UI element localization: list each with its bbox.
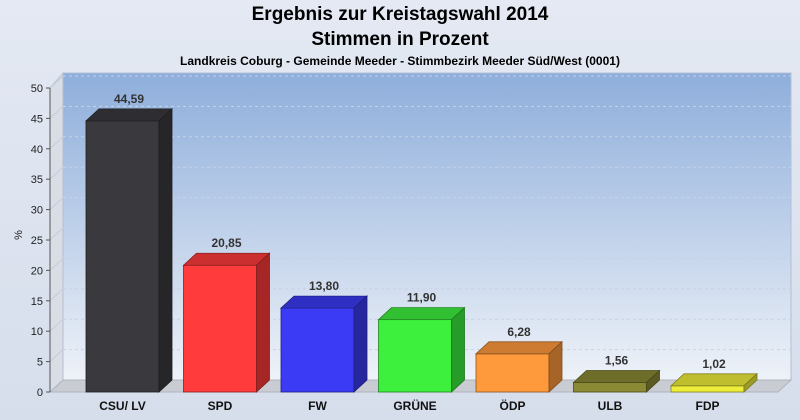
data-label: 6,28	[507, 325, 531, 339]
gridline-side	[49, 166, 64, 180]
y-tick-label: 30	[31, 205, 43, 217]
bar-side	[548, 340, 563, 393]
gridline-side	[49, 197, 64, 210]
bar	[85, 120, 160, 393]
data-label: 11,90	[407, 291, 437, 305]
y-tick-label: 0	[37, 387, 43, 399]
y-tick-label: 20	[31, 265, 43, 277]
gridline-side	[49, 349, 64, 362]
bar-side	[646, 369, 660, 393]
x-tick-label: FW	[308, 399, 327, 413]
bar-group: 44,59 CSU/ LV	[84, 92, 174, 413]
chart-title: Ergebnis zur Kreistagswahl 2014	[251, 4, 549, 25]
bar	[475, 353, 550, 393]
bar-top	[572, 370, 661, 383]
x-tick-label: ULB	[598, 399, 623, 413]
data-label: 13,80	[309, 279, 339, 293]
y-tick-label: 45	[31, 113, 43, 125]
chart-district: Landkreis Coburg - Gemeinde Meeder - Sti…	[180, 54, 620, 68]
bar	[183, 264, 257, 393]
bar-group: 6,28 ÖDP	[474, 325, 564, 413]
x-tick-label: FDP	[696, 399, 720, 413]
bar-side	[451, 306, 465, 393]
y-tick-label: 50	[31, 83, 43, 95]
data-label: 1,56	[605, 354, 629, 368]
bar-top	[84, 108, 174, 122]
x-tick-label: CSU/ LV	[99, 399, 145, 413]
bar	[573, 382, 647, 393]
x-tick-label: GRÜNE	[393, 398, 436, 413]
plot-side-wall	[49, 71, 64, 394]
gridline-side	[49, 258, 64, 271]
bar-side	[158, 107, 173, 393]
gridline-side	[49, 318, 64, 332]
gridline-side	[49, 288, 64, 302]
bar-side	[743, 372, 758, 393]
gridline-side	[49, 136, 64, 150]
bar-group: 13,80 FW	[279, 279, 369, 413]
data-label: 44,59	[114, 92, 144, 106]
bar	[670, 385, 745, 393]
y-tick-label: 10	[31, 326, 43, 338]
chart-subtitle: Stimmen in Prozent	[311, 29, 489, 50]
bar-group: 20,85 SPD	[182, 236, 271, 413]
gridline-side	[49, 75, 64, 89]
bar-top	[669, 373, 759, 387]
bar-top	[279, 295, 369, 309]
bar-group: 1,56 ULB	[572, 354, 661, 413]
bar-top	[377, 307, 466, 321]
y-tick-label: 15	[31, 296, 43, 308]
bar-group: 1,02 FDP	[669, 357, 759, 413]
bar	[280, 307, 355, 393]
bar-top	[182, 252, 271, 266]
bar-top	[474, 341, 564, 355]
y-axis-label: %	[13, 230, 25, 240]
y-tick-label: 40	[31, 144, 43, 156]
y-tick-label: 35	[31, 174, 43, 186]
bar-side	[256, 252, 270, 393]
data-label: 20,85	[211, 236, 241, 250]
x-tick-label: SPD	[208, 399, 233, 413]
data-label: 1,02	[702, 357, 726, 371]
gridline-side	[49, 227, 64, 241]
x-tick-label: ÖDP	[499, 398, 525, 413]
bar-group: 11,90 GRÜNE	[377, 291, 466, 413]
y-tick-label: 25	[31, 235, 43, 247]
gridline-side	[49, 106, 64, 119]
y-tick-label: 5	[37, 357, 43, 369]
bar	[378, 319, 452, 393]
bar-side	[353, 295, 368, 393]
